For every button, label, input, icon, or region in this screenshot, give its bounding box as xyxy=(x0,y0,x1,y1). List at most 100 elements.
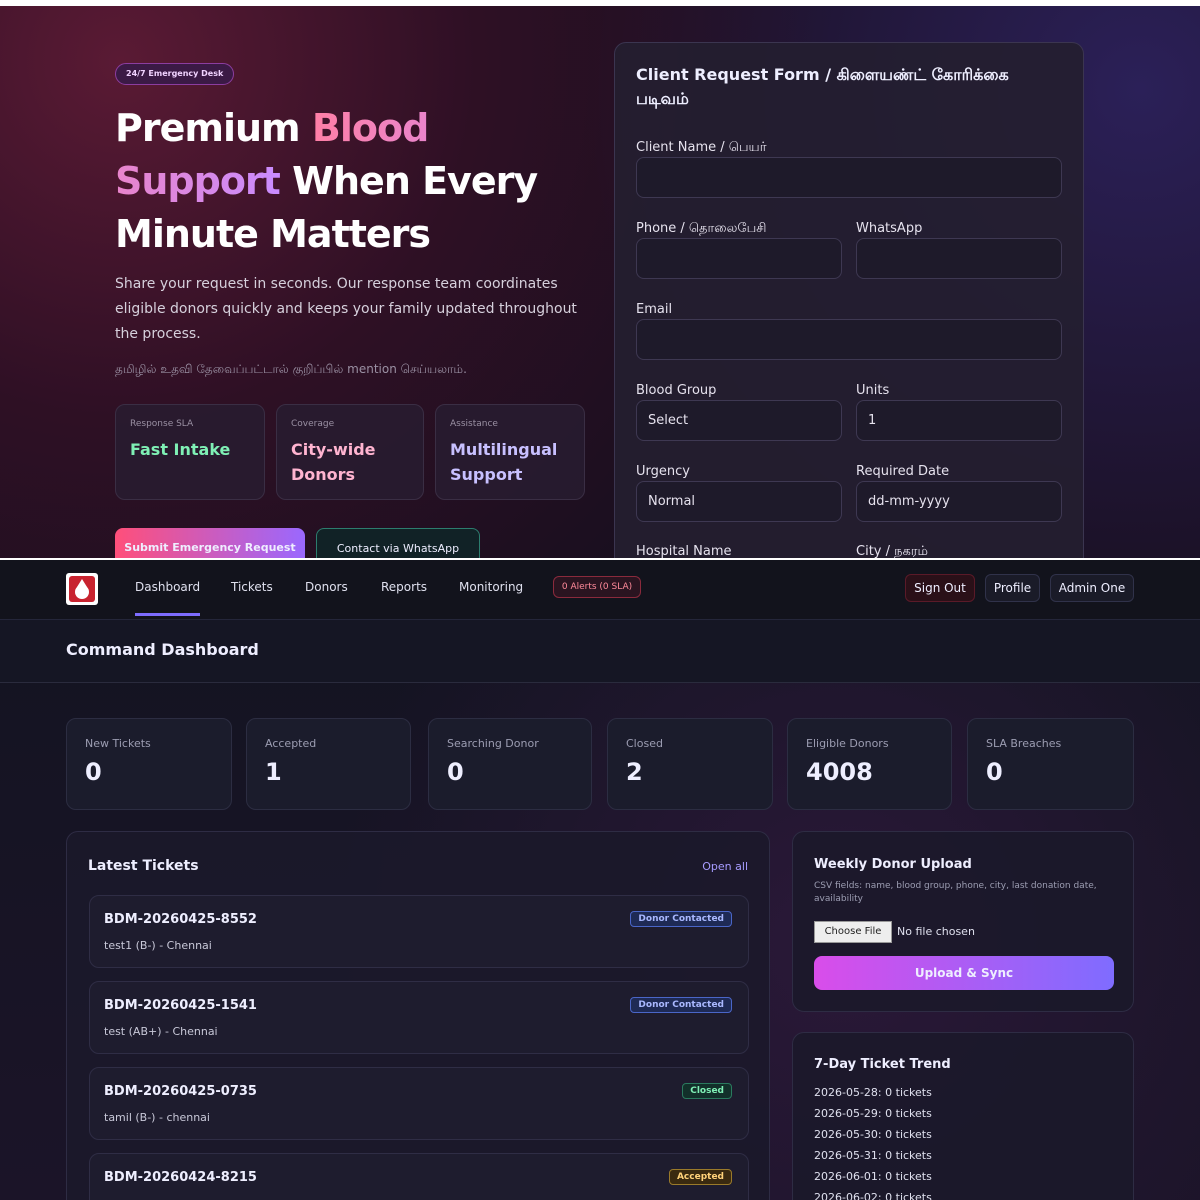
ticket-card[interactable]: BDM-20260425-0735 tamil (B-) - chennai Clo… xyxy=(89,1067,749,1140)
field-input[interactable] xyxy=(636,238,842,279)
file-status: No file chosen xyxy=(897,925,975,938)
description: Share your request in seconds. Our respo… xyxy=(115,276,577,342)
feature-card: Response SLA Fast Intake xyxy=(115,404,265,500)
heading-highlight: Blood Support xyxy=(115,106,429,203)
field-input[interactable] xyxy=(856,238,1062,279)
feature-value: Fast Intake xyxy=(130,440,231,459)
field-input[interactable]: Normal xyxy=(636,481,842,522)
trend-line: 2026-05-30: 0 tickets xyxy=(814,1128,932,1141)
header-button[interactable]: Sign Out xyxy=(905,574,975,602)
field-input[interactable] xyxy=(636,157,1062,198)
nav-bar: Dashboard Tickets Donors Reports Monitoring 0… xyxy=(0,560,1200,620)
field-input[interactable] xyxy=(636,319,1062,360)
stat-value: 0 xyxy=(447,758,464,786)
status-tag: Accepted xyxy=(668,1169,732,1185)
field-label: Hospital Name xyxy=(636,544,732,558)
field-label: City / நகரம் xyxy=(856,544,928,558)
stat-label: Searching Donor xyxy=(447,737,539,750)
heading-text: When Every Minute Matters xyxy=(115,159,538,256)
choose-file-button[interactable]: Choose File xyxy=(814,921,892,943)
heading-text: Premium xyxy=(115,106,312,150)
whatsapp-button[interactable]: Contact via WhatsApp xyxy=(316,528,480,558)
field-input[interactable]: 1 xyxy=(856,400,1062,441)
trend-panel: 7-Day Ticket Trend 2026-05-28: 0 tickets… xyxy=(792,1032,1134,1200)
submit-button[interactable]: Submit Emergency Request xyxy=(115,528,305,558)
feature-label: Coverage xyxy=(291,419,335,429)
nav-item[interactable]: Donors xyxy=(305,580,348,594)
stat-card: Searching Donor 0 xyxy=(428,718,592,810)
ticket-detail: tamil (B-) - chennai xyxy=(104,1111,210,1124)
page-header: Command Dashboard xyxy=(0,620,1200,683)
field-label: Blood Group xyxy=(636,383,717,398)
stat-card: Closed 2 xyxy=(607,718,773,810)
open-all-link[interactable]: Open all xyxy=(702,860,748,873)
stat-value: 2 xyxy=(626,758,643,786)
feature-card: Assistance Multilingual Support xyxy=(435,404,585,500)
trend-line: 2026-06-02: 0 tickets xyxy=(814,1191,932,1200)
form-title: Client Request Form / கிளையண்ட் கோரிக்கை… xyxy=(636,65,1009,108)
nav-item[interactable]: Tickets xyxy=(231,580,273,594)
feature-value: Multilingual Support xyxy=(450,440,558,484)
stat-card: Accepted 1 xyxy=(246,718,411,810)
ticket-card[interactable]: BDM-20260425-1541 test (AB+) - Chennai Don… xyxy=(89,981,749,1054)
ticket-id: BDM-20260425-1541 xyxy=(104,998,257,1013)
nav-item[interactable]: Monitoring xyxy=(459,580,524,594)
tickets-panel: Latest Tickets Open all BDM-20260425-855… xyxy=(66,831,770,1200)
alerts-pill[interactable]: 0 Alerts (0 SLA) xyxy=(553,576,641,598)
stat-label: New Tickets xyxy=(85,737,151,750)
stat-value: 1 xyxy=(265,758,282,786)
panel-title: Weekly Donor Upload xyxy=(814,857,972,872)
ticket-id: BDM-20260425-8552 xyxy=(104,912,257,927)
hero-heading: Premium Blood Support When Every Minute … xyxy=(115,102,595,261)
header-button[interactable]: Admin One xyxy=(1050,574,1134,602)
ticket-detail: test (AB+) - Chennai xyxy=(104,1025,218,1038)
trend-line: 2026-06-01: 0 tickets xyxy=(814,1170,932,1183)
feature-label: Assistance xyxy=(450,419,498,429)
field-input[interactable]: dd-mm-yyyy xyxy=(856,481,1062,522)
stat-value: 0 xyxy=(986,758,1003,786)
field-label: Client Name / பெயர் xyxy=(636,140,767,155)
logo xyxy=(66,573,98,605)
status-tag: Donor Contacted xyxy=(630,997,732,1013)
ticket-id: BDM-20260424-8215 xyxy=(104,1170,257,1185)
upload-button[interactable]: Upload & Sync xyxy=(814,956,1114,990)
field-input[interactable]: Select xyxy=(636,400,842,441)
status-tag: Donor Contacted xyxy=(630,911,732,927)
page-title: Command Dashboard xyxy=(66,640,259,659)
stat-label: Accepted xyxy=(265,737,317,750)
header-button[interactable]: Profile xyxy=(985,574,1040,602)
upload-hint: CSV fields: name, blood group, phone, ci… xyxy=(814,881,1097,904)
feature-card: Coverage City-wide Donors xyxy=(276,404,424,500)
trend-line: 2026-05-28: 0 tickets xyxy=(814,1086,932,1099)
stat-value: 0 xyxy=(85,758,102,786)
panel-title: Latest Tickets xyxy=(88,858,199,874)
stat-label: Eligible Donors xyxy=(806,737,889,750)
ticket-card[interactable]: BDM-20260425-8552 test1 (B-) - Chennai Don… xyxy=(89,895,749,968)
upload-panel: Weekly Donor Upload CSV fields: name, bl… xyxy=(792,831,1134,1012)
field-label: Units xyxy=(856,383,890,398)
field-label: WhatsApp xyxy=(856,221,923,236)
field-label: Urgency xyxy=(636,464,690,479)
tamil-note: தமிழில் உதவி தேவைப்பட்டால் குறிப்பில் me… xyxy=(115,362,467,376)
stat-label: SLA Breaches xyxy=(986,737,1062,750)
ticket-card[interactable]: BDM-20260424-8215 Accepted xyxy=(89,1153,749,1200)
trend-line: 2026-05-31: 0 tickets xyxy=(814,1149,932,1162)
field-label: Email xyxy=(636,302,673,317)
feature-value: City-wide Donors xyxy=(291,440,376,484)
field-label: Required Date xyxy=(856,464,950,479)
request-page: 24/7 Emergency Desk Premium Blood Suppor… xyxy=(0,6,1200,558)
trend-line: 2026-05-29: 0 tickets xyxy=(814,1107,932,1120)
nav-item[interactable]: Dashboard xyxy=(135,580,201,594)
ticket-id: BDM-20260425-0735 xyxy=(104,1084,257,1099)
stat-value: 4008 xyxy=(806,758,873,786)
stat-card: SLA Breaches 0 xyxy=(967,718,1134,810)
request-form: Client Request Form / கிளையண்ட் கோரிக்கை… xyxy=(614,42,1084,558)
feature-label: Response SLA xyxy=(130,419,194,429)
stat-card: New Tickets 0 xyxy=(66,718,232,810)
nav-item[interactable]: Reports xyxy=(381,580,428,594)
badge: 24/7 Emergency Desk xyxy=(115,63,235,85)
field-label: Phone / தொலைபேசி xyxy=(636,221,767,236)
stat-label: Closed xyxy=(626,737,663,750)
active-underline xyxy=(135,613,200,616)
